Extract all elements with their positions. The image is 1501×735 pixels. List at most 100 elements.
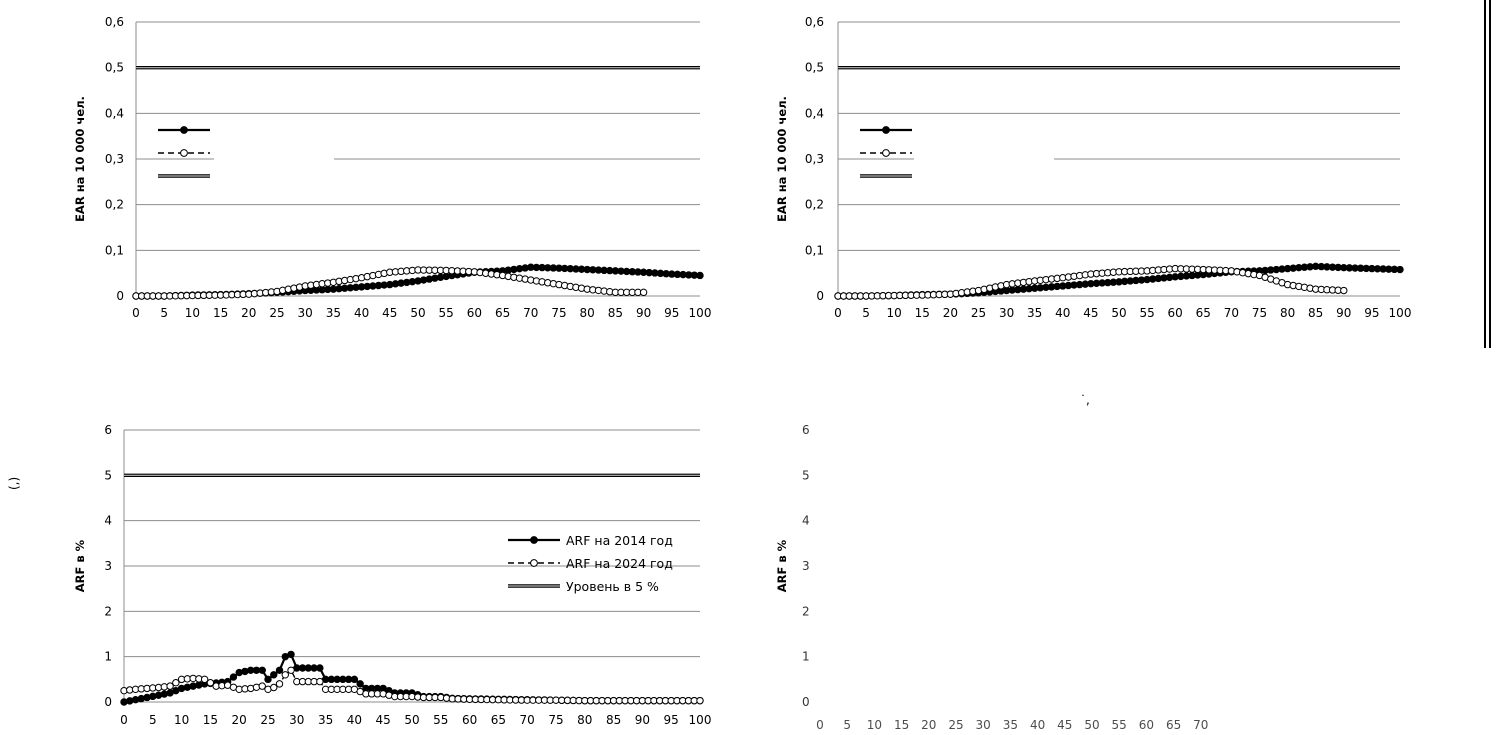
x-tick-label: 15 [203, 713, 218, 727]
y-tick-label: 0 [104, 695, 112, 709]
x-tick-label: 60 [462, 713, 477, 727]
x-tick-label: 40 [1030, 718, 1045, 732]
x-tick-label: 30 [976, 718, 991, 732]
x-tick-label: 75 [548, 713, 563, 727]
y-tick-label: 0 [116, 289, 124, 303]
x-tick-label: 20 [921, 718, 936, 732]
legend-marker-2024 [882, 149, 890, 157]
x-tick-label: 45 [376, 713, 391, 727]
legend-marker-2014 [882, 126, 890, 134]
y-tick-label: 6 [104, 423, 112, 437]
y-tick-label: 4 [802, 514, 810, 528]
x-tick-label: 20 [232, 713, 247, 727]
chart-ear-left: EAR на 10 000 чел. 0 0,1 0,2 0,3 0,4 0,5 0,6 0 5 1… [73, 15, 711, 320]
data-point [200, 675, 209, 684]
y-tick-label: 0,4 [805, 106, 824, 120]
x-tick-label: 5 [862, 306, 870, 320]
x-tick-label: 45 [1057, 718, 1072, 732]
x-tick-label: 65 [1196, 306, 1211, 320]
x-tick-label: 35 [1003, 718, 1018, 732]
data-point [270, 671, 278, 679]
legend-mask [214, 118, 334, 194]
x-tick-label: 45 [382, 306, 397, 320]
x-tick-label: 100 [689, 306, 712, 320]
data-point [1340, 286, 1348, 295]
x-tick-label: 25 [269, 306, 284, 320]
x-tick-label: 75 [1252, 306, 1267, 320]
data-point [696, 271, 704, 280]
data-point [316, 664, 324, 672]
x-tick-label: 90 [635, 713, 650, 727]
x-tick-label: 50 [410, 306, 425, 320]
x-tick-label: 10 [867, 718, 882, 732]
x-tick-label: 65 [1166, 718, 1181, 732]
x-tick-label: 70 [520, 713, 535, 727]
x-tick-label: 35 [326, 306, 341, 320]
data-point [229, 673, 238, 681]
x-tick-label: 80 [580, 306, 595, 320]
legend-marker-2024 [180, 149, 188, 157]
data-point [172, 679, 180, 687]
legend: ARF на 2014 год ARF на 2024 год Уровень в … [508, 533, 673, 594]
y-tick-label: 2 [802, 604, 810, 618]
y-tick-label: 0,2 [805, 198, 824, 212]
x-tick-label: 55 [439, 306, 454, 320]
data-point [696, 696, 704, 705]
data-point [258, 682, 266, 690]
x-tick-label: 65 [495, 306, 510, 320]
x-tick-label: 60 [467, 306, 482, 320]
y-tick-label: 0,3 [805, 152, 824, 166]
x-tick-label: 95 [1364, 306, 1379, 320]
x-tick-label: 80 [577, 713, 592, 727]
y-tick-label: 0,1 [105, 243, 124, 257]
x-tick-label: 30 [298, 306, 313, 320]
x-tick-label: 55 [1112, 718, 1127, 732]
data-point [350, 675, 359, 684]
x-tick-label: 30 [289, 713, 304, 727]
data-point [639, 288, 648, 297]
legend-mask [914, 118, 1054, 194]
x-tick-label: 100 [689, 713, 712, 727]
x-tick-label: 15 [915, 306, 930, 320]
y-axis-title: EAR на 10 000 чел. [775, 96, 789, 222]
x-tick-label: 35 [1027, 306, 1042, 320]
x-tick-label: 65 [491, 713, 506, 727]
data-point [206, 679, 215, 687]
data-point [275, 680, 284, 688]
legend [860, 118, 1054, 194]
y-axis-title: ARF в % [73, 539, 87, 592]
y-tick-label: 3 [104, 559, 112, 573]
x-tick-label: 55 [1139, 306, 1154, 320]
x-tick-label: 80 [1280, 306, 1295, 320]
x-tick-label: 0 [834, 306, 842, 320]
y-tick-label: 0,1 [805, 243, 824, 257]
x-tick-label: 60 [1139, 718, 1154, 732]
x-tick-label: 85 [606, 713, 621, 727]
data-point [258, 666, 266, 674]
x-tick-label: 85 [608, 306, 623, 320]
y-tick-label: 0,4 [105, 106, 124, 120]
y-tick-label: 5 [104, 468, 112, 482]
y-tick-label: 1 [802, 650, 810, 664]
legend-label: Уровень в 5 % [566, 579, 659, 594]
x-tick-label: 30 [999, 306, 1014, 320]
data-point [166, 682, 174, 690]
x-tick-label: 0 [816, 718, 824, 732]
x-tick-label: 35 [318, 713, 333, 727]
y-tick-label: 0,3 [105, 152, 124, 166]
x-tick-label: 5 [160, 306, 168, 320]
data-point [264, 675, 272, 684]
x-tick-label: 40 [1055, 306, 1070, 320]
x-tick-label: 15 [894, 718, 909, 732]
x-tick-label: 10 [174, 713, 189, 727]
stray-mark-vertical: (,) [7, 477, 21, 490]
chart-ear-right: EAR на 10 000 чел. 0 0,1 0,2 0,3 0,4 0,5 0,6 0 5 1… [775, 15, 1411, 320]
y-tick-label: 4 [104, 514, 112, 528]
y-tick-label: 0,5 [105, 61, 124, 75]
x-tick-label: 5 [149, 713, 157, 727]
data-point [281, 671, 289, 679]
data-point [316, 677, 324, 686]
legend [158, 118, 334, 194]
